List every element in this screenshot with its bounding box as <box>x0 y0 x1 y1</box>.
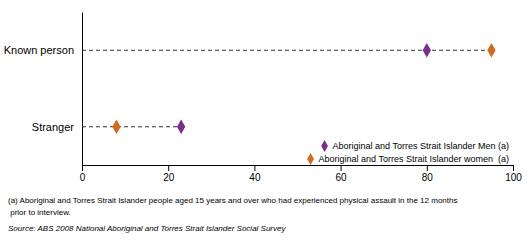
y-tick-label: Stranger <box>32 121 75 133</box>
marks <box>82 43 496 134</box>
legend-item: Aboriginal and Torres Strait Islander Me… <box>321 140 509 152</box>
x-tick-label: 80 <box>422 172 434 183</box>
x-tick-mark <box>82 165 83 171</box>
x-tick: 0 <box>80 165 86 183</box>
x-tick: 100 <box>505 165 522 183</box>
chart: 0 20 40 60 80 100 Known person Stranger Aborigin… <box>0 0 529 252</box>
dot <box>112 120 120 134</box>
guide-line <box>82 126 181 127</box>
legend: Aboriginal and Torres Strait Islander Me… <box>307 140 509 165</box>
annotation: Source: ABS 2008 National Aboriginal and… <box>8 224 286 233</box>
x-tick-label: 60 <box>336 172 348 183</box>
x-axis: 0 20 40 60 80 100 <box>80 165 523 183</box>
x-tick-mark <box>513 165 514 171</box>
dot <box>177 120 185 134</box>
y-tick-label: Known person <box>4 44 74 56</box>
x-tick-label: 0 <box>80 172 86 183</box>
y-tick: Stranger <box>32 121 82 133</box>
x-tick: 60 <box>336 165 348 183</box>
plot-area: 0 20 40 60 80 100 Known person Stranger Aborigin… <box>4 13 523 184</box>
legend-label: Aboriginal and Torres Strait Islander Me… <box>333 141 509 151</box>
annotation: prior to interview. <box>8 208 71 217</box>
annotation: (a) Aboriginal and Torres Strait Islande… <box>8 196 457 205</box>
y-tick: Known person <box>4 44 82 56</box>
x-axis-line <box>83 166 514 172</box>
x-tick-label: 20 <box>163 172 175 183</box>
x-tick: 20 <box>163 165 175 183</box>
x-tick-mark <box>341 165 342 171</box>
dot <box>423 43 431 57</box>
x-tick-label: 100 <box>505 172 522 183</box>
x-tick: 80 <box>422 165 434 183</box>
legend-marker <box>321 140 328 152</box>
x-tick: 40 <box>249 165 261 183</box>
legend-marker <box>307 153 314 165</box>
legend-item: Aboriginal and Torres Strait Islander wo… <box>307 153 509 165</box>
y-axis-line <box>82 13 83 166</box>
dot <box>487 43 495 57</box>
x-tick-label: 40 <box>249 172 261 183</box>
x-tick-mark <box>254 165 255 171</box>
y-axis: Known person Stranger <box>4 13 83 166</box>
x-tick-mark <box>427 165 428 171</box>
x-tick-mark <box>168 165 169 171</box>
legend-label: Aboriginal and Torres Strait Islander wo… <box>319 154 509 164</box>
